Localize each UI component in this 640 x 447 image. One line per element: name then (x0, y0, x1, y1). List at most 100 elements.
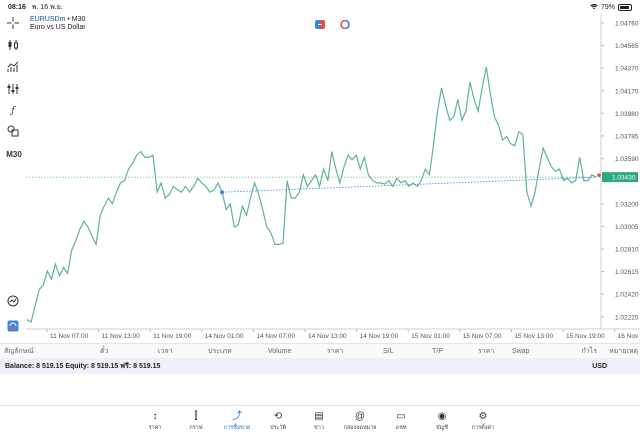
nav-account[interactable]: ◉ บัญชี (422, 410, 462, 432)
nav-settings[interactable]: ⚙ การตั้งค่า (463, 410, 503, 432)
settings-icon: ⚙ (478, 411, 488, 422)
nav-label: ราคา (148, 425, 162, 431)
y-tick-label: 1.04175 (615, 88, 639, 95)
chart-toolbar: ƒ M30 (0, 14, 26, 334)
y-tick-label: 1.03980 (615, 111, 639, 118)
y-tick-label: 1.02420 (615, 292, 639, 299)
column-header[interactable]: ตั๋ว (100, 347, 109, 355)
column-header[interactable]: ราคา (327, 347, 344, 355)
nav-label: ประวัติ (269, 425, 287, 431)
quotes-icon: ↕ (152, 411, 158, 422)
y-tick-label: 1.04565 (615, 43, 639, 50)
chart-icon: ⫿ (194, 411, 198, 422)
history-icon: ⟲ (273, 411, 283, 422)
trade-table-header: สัญลักษณ์ ตั๋ว เวลา ประเภท Volume ราคา S/L T/P ร… (0, 343, 640, 358)
x-tick-label: 14 Nov 19:00 (360, 333, 399, 340)
y-tick-label: 1.04760 (615, 20, 639, 27)
nav-chart[interactable]: ⫿ กราฟ (176, 410, 216, 432)
nav-label: กล่องจดหมาย (343, 425, 377, 431)
x-tick-label: 14 Nov 07:00 (256, 333, 295, 340)
column-header[interactable]: กำไร (581, 347, 597, 355)
nav-label: การตั้งค่า (471, 425, 495, 431)
trade-panel-icon[interactable] (315, 20, 325, 29)
price-chart[interactable]: EURUSDm • M30 Euro vs US Dollar 1.04760 1… (26, 14, 640, 344)
chat-icon: ▭ (396, 411, 406, 422)
crosshair-icon[interactable] (6, 16, 20, 30)
wifi-icon (590, 4, 598, 10)
x-tick-label: 15 Nov 13:00 (514, 333, 553, 340)
balance-equity-text: Balance: 8 519.15 Equity: 8 519.15 ฟรี: … (5, 362, 161, 370)
column-header[interactable]: S/L (383, 347, 394, 355)
column-header[interactable]: Volume (268, 347, 292, 355)
mailbox-icon: @ (354, 411, 366, 422)
y-tick-label: 1.03785 (615, 133, 639, 140)
x-tick-label: 16 Nov 01:0 (618, 333, 640, 340)
news-icon: ▤ (314, 411, 324, 422)
x-tick-label: 15 Nov 19:00 (566, 333, 605, 340)
y-tick-label: 1.03200 (615, 201, 639, 208)
y-tick-label: 1.02615 (615, 269, 639, 276)
account-summary: Balance: 8 519.15 Equity: 8 519.15 ฟรี: … (0, 358, 640, 374)
nav-quotes[interactable]: ↕ ราคา (135, 410, 175, 432)
x-tick-label: 14 Nov 01:00 (205, 333, 244, 340)
nav-trade[interactable]: ⤴ การซื้อขาย (217, 410, 257, 432)
y-tick-label: 1.03005 (615, 224, 639, 231)
status-date: พ. 16 พ.ย. (31, 3, 63, 11)
depth-of-market-icon[interactable] (340, 20, 350, 29)
x-tick-label: 11 Nov 07:00 (50, 333, 89, 340)
battery-icon (618, 3, 632, 11)
nav-label: กราฟ (189, 425, 203, 431)
nav-label: บัญชี (436, 425, 448, 431)
y-tick-label: 1.02810 (615, 247, 639, 254)
chart-canvas: 1.04760 1.04565 1.04370 1.04175 1.03980 1.037… (26, 14, 640, 340)
current-price-badge (602, 172, 638, 183)
symbol-timeframe: M30 (71, 16, 86, 23)
symbol-description: Euro vs US Dollar (30, 24, 86, 31)
last-price-dot (597, 173, 601, 177)
candlestick-icon[interactable] (6, 38, 20, 52)
objects-settings-icon[interactable] (6, 82, 20, 96)
battery-percent: 79% (600, 3, 615, 11)
column-header[interactable]: ประเภท (208, 347, 232, 355)
current-price-label: 1.03430 (612, 175, 636, 182)
one-click-trade-icon[interactable] (6, 319, 20, 333)
nav-news[interactable]: ▤ ข่าว (299, 410, 339, 432)
bottom-navigation: ↕ ราคา ⫿ กราฟ ⤴ การซื้อขาย ⟲ ประวัติ ▤ ข่าว @ กล่อง… (0, 405, 640, 447)
y-tick-label: 1.03590 (615, 156, 639, 163)
shapes-icon[interactable] (6, 124, 20, 138)
status-bar: 08:16 พ. 16 พ.ย. 79% (0, 0, 640, 14)
column-header[interactable]: ราคา (478, 347, 495, 355)
trend-line[interactable] (222, 176, 597, 193)
nav-label: ข่าว (314, 425, 324, 431)
account-currency: USD (592, 362, 607, 370)
status-time: 08:16 (8, 3, 26, 11)
trend-line-anchor[interactable] (220, 190, 225, 195)
y-tick-label: 1.04370 (615, 66, 639, 73)
x-tick-label: 14 Nov 13:00 (308, 333, 347, 340)
nav-mailbox[interactable]: @ กล่องจดหมาย (340, 410, 380, 432)
chart-symbol: EURUSDm • M30 Euro vs US Dollar (30, 16, 86, 31)
trade-icon: ⤴ (232, 411, 242, 422)
x-tick-label: 15 Nov 07:00 (463, 333, 502, 340)
account-icon: ◉ (437, 411, 447, 422)
column-header[interactable]: เวลา (158, 347, 173, 355)
x-tick-label: 11 Nov 13:00 (102, 333, 141, 340)
nav-label: แชท (395, 425, 407, 431)
nav-label: การซื้อขาย (223, 425, 251, 431)
x-tick-label: 15 Nov 01:00 (411, 333, 450, 340)
function-icon[interactable]: ƒ (11, 106, 15, 116)
y-tick-label: 1.02225 (615, 314, 639, 321)
column-header[interactable]: T/P (432, 347, 443, 355)
indicators-icon[interactable] (6, 60, 20, 74)
timeframe-button[interactable]: M30 (6, 149, 22, 159)
nav-chat[interactable]: ▭ แชท (381, 410, 421, 432)
x-tick-label: 11 Nov 19:00 (153, 333, 192, 340)
zoom-chart-icon[interactable] (6, 294, 20, 308)
column-header[interactable]: Swap (512, 347, 530, 355)
nav-history[interactable]: ⟲ ประวัติ (258, 410, 298, 432)
column-header[interactable]: หมายเหตุ (609, 347, 638, 355)
price-line (26, 66, 597, 323)
symbol-name: EURUSDm (30, 16, 66, 23)
symbol-separator: • (67, 16, 72, 23)
column-header[interactable]: สัญลักษณ์ (4, 347, 34, 355)
